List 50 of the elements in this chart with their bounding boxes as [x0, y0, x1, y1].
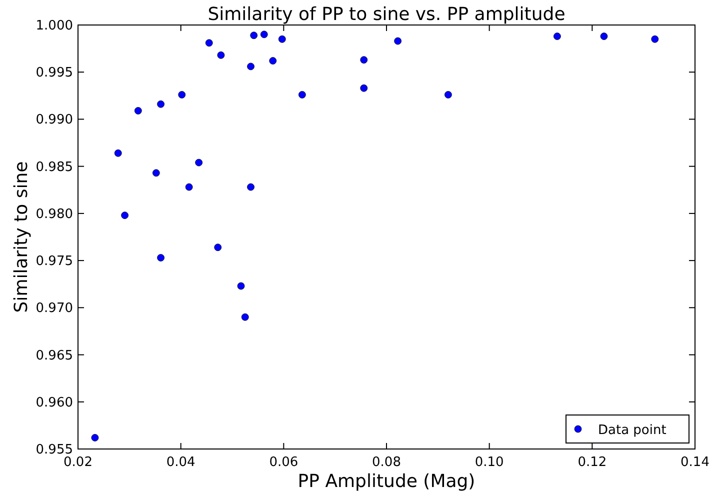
- point: [394, 37, 402, 45]
- x-tick-label: 0.12: [578, 455, 607, 470]
- point: [247, 62, 254, 70]
- point: [114, 149, 122, 157]
- point: [651, 35, 659, 43]
- point: [269, 57, 277, 65]
- x-tick-label: 0.10: [474, 455, 504, 470]
- y-tick-label: 0.955: [36, 442, 73, 458]
- point: [134, 107, 142, 114]
- point: [260, 30, 268, 38]
- point: [247, 183, 254, 191]
- point: [360, 56, 368, 64]
- point: [217, 51, 225, 59]
- point: [554, 32, 561, 40]
- point: [157, 254, 164, 262]
- x-tick-label: 0.08: [372, 455, 401, 470]
- point: [178, 91, 186, 98]
- legend-label: Data point: [598, 423, 666, 438]
- y-tick-label: 0.965: [36, 348, 73, 364]
- point: [205, 39, 213, 47]
- point: [121, 212, 128, 220]
- y-tick-label: 0.985: [36, 160, 73, 175]
- point: [214, 244, 222, 252]
- x-axis-title: PP Amplitude (Mag): [298, 471, 476, 492]
- point: [444, 91, 452, 98]
- point: [360, 84, 368, 92]
- point: [237, 282, 245, 290]
- y-tick-label: 0.980: [36, 206, 73, 222]
- y-tick-label: 0.970: [36, 301, 73, 316]
- point: [91, 434, 99, 442]
- x-tick-label: 0.06: [269, 455, 298, 470]
- chart-title: Similarity of PP to sine vs. PP amplitude: [208, 4, 566, 25]
- y-tick-label: 0.960: [36, 395, 73, 410]
- y-tick-label: 0.990: [36, 112, 73, 128]
- y-tick-label: 0.975: [36, 254, 73, 270]
- x-tick-label: 0.02: [64, 455, 92, 470]
- x-tick-label: 0.14: [680, 455, 710, 470]
- x-tick-label: 0.04: [166, 455, 196, 470]
- point: [250, 32, 258, 40]
- point: [157, 100, 164, 108]
- point: [600, 32, 608, 40]
- point: [278, 35, 286, 43]
- point: [152, 169, 160, 177]
- y-tick-label: 1.000: [36, 18, 73, 34]
- y-axis-title: Similarity to sine: [11, 161, 32, 313]
- y-tick-label: 0.995: [36, 66, 73, 81]
- point: [298, 91, 306, 98]
- point: [185, 183, 193, 191]
- point: [241, 313, 249, 321]
- point: [195, 158, 203, 166]
